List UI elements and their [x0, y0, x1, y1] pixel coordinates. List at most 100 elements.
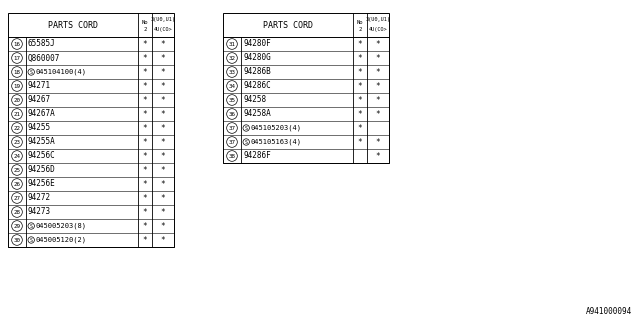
Text: 94286B: 94286B	[243, 68, 271, 76]
Text: 045105163(4): 045105163(4)	[250, 139, 301, 145]
Text: *: *	[161, 194, 165, 203]
Text: *: *	[143, 138, 147, 147]
Text: *: *	[161, 82, 165, 91]
Text: *: *	[161, 236, 165, 244]
Text: *: *	[376, 95, 380, 105]
Text: 38: 38	[228, 154, 236, 158]
Text: *: *	[143, 82, 147, 91]
Text: *: *	[161, 95, 165, 105]
Text: 21: 21	[13, 111, 20, 116]
Text: 29: 29	[13, 223, 20, 228]
Text: 045005120(2): 045005120(2)	[35, 237, 86, 243]
Bar	[223, 13, 389, 163]
Text: 37: 37	[228, 125, 236, 131]
Text: *: *	[143, 194, 147, 203]
Text: *: *	[143, 95, 147, 105]
Text: 31: 31	[228, 42, 236, 46]
Text: 35: 35	[228, 98, 236, 102]
Text: 32: 32	[228, 55, 236, 60]
Text: *: *	[358, 68, 362, 76]
Text: 22: 22	[13, 125, 20, 131]
Text: 94286C: 94286C	[243, 82, 271, 91]
Text: S: S	[30, 223, 33, 228]
Text: *: *	[358, 124, 362, 132]
Text: 18: 18	[13, 69, 20, 75]
Text: No: No	[356, 20, 364, 25]
Text: *: *	[358, 95, 362, 105]
Text: S: S	[244, 140, 248, 145]
Text: *: *	[143, 207, 147, 217]
Text: 94256D: 94256D	[28, 165, 56, 174]
Text: *: *	[143, 180, 147, 188]
Text: 94267A: 94267A	[28, 109, 56, 118]
Text: 20: 20	[13, 98, 20, 102]
Text: *: *	[161, 165, 165, 174]
Text: PARTS CORD: PARTS CORD	[263, 20, 313, 29]
Text: *: *	[376, 68, 380, 76]
Text: 94258A: 94258A	[243, 109, 271, 118]
Text: 19: 19	[13, 84, 20, 89]
Text: 94255: 94255	[28, 124, 51, 132]
Text: *: *	[161, 39, 165, 49]
Text: *: *	[143, 124, 147, 132]
Text: *: *	[143, 109, 147, 118]
Text: *: *	[358, 53, 362, 62]
Text: *: *	[358, 109, 362, 118]
Text: 28: 28	[13, 210, 20, 214]
Text: *: *	[143, 236, 147, 244]
Text: 94267: 94267	[28, 95, 51, 105]
Text: 94255A: 94255A	[28, 138, 56, 147]
Text: 17: 17	[13, 55, 20, 60]
Text: *: *	[143, 165, 147, 174]
Text: 3(U0,U1): 3(U0,U1)	[365, 17, 390, 21]
Text: 3(U0,U1): 3(U0,U1)	[150, 17, 175, 21]
Text: *: *	[161, 68, 165, 76]
Text: 25: 25	[13, 167, 20, 172]
Text: Q860007: Q860007	[28, 53, 60, 62]
Text: *: *	[358, 82, 362, 91]
Text: 94280F: 94280F	[243, 39, 271, 49]
Text: 30: 30	[13, 237, 20, 243]
Text: *: *	[143, 221, 147, 230]
Text: *: *	[161, 151, 165, 161]
Text: 2: 2	[143, 27, 147, 32]
Text: 26: 26	[13, 181, 20, 187]
Text: *: *	[376, 109, 380, 118]
Text: *: *	[143, 39, 147, 49]
Text: 94286F: 94286F	[243, 151, 271, 161]
Text: 94256E: 94256E	[28, 180, 56, 188]
Text: 94280G: 94280G	[243, 53, 271, 62]
Text: *: *	[143, 53, 147, 62]
Text: *: *	[161, 207, 165, 217]
Text: *: *	[358, 39, 362, 49]
Text: S: S	[30, 237, 33, 243]
Text: 65585J: 65585J	[28, 39, 56, 49]
Text: 94272: 94272	[28, 194, 51, 203]
Text: 23: 23	[13, 140, 20, 145]
Text: 4U(CO>: 4U(CO>	[154, 27, 172, 32]
Text: *: *	[376, 53, 380, 62]
Text: *: *	[161, 138, 165, 147]
Text: 4U(CO>: 4U(CO>	[369, 27, 387, 32]
Text: No: No	[141, 20, 148, 25]
Text: 94273: 94273	[28, 207, 51, 217]
Text: A941000094: A941000094	[586, 307, 632, 316]
Text: *: *	[376, 138, 380, 147]
Text: *: *	[161, 221, 165, 230]
Text: PARTS CORD: PARTS CORD	[48, 20, 98, 29]
Text: 37: 37	[228, 140, 236, 145]
Text: *: *	[143, 151, 147, 161]
Text: *: *	[376, 39, 380, 49]
Text: 33: 33	[228, 69, 236, 75]
Text: 34: 34	[228, 84, 236, 89]
Text: 2: 2	[358, 27, 362, 32]
Text: 045104100(4): 045104100(4)	[35, 69, 86, 75]
Text: 045005203(8): 045005203(8)	[35, 223, 86, 229]
Text: 24: 24	[13, 154, 20, 158]
Text: *: *	[161, 109, 165, 118]
Text: *: *	[376, 82, 380, 91]
Text: *: *	[143, 68, 147, 76]
Text: *: *	[358, 138, 362, 147]
Text: 27: 27	[13, 196, 20, 201]
Text: *: *	[376, 151, 380, 161]
